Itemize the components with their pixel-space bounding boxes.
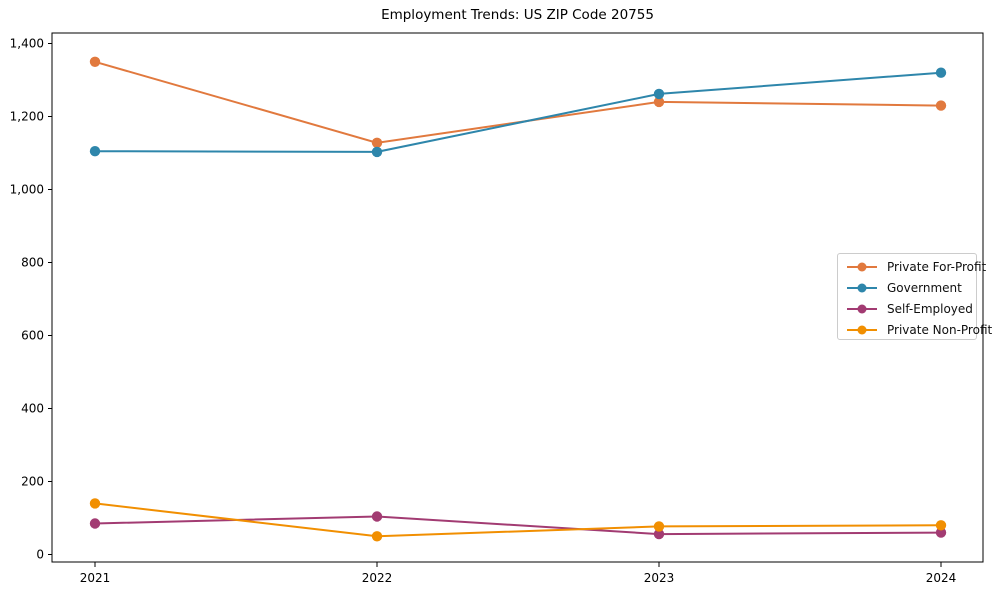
legend-item: Government xyxy=(838,277,976,298)
legend-marker-icon xyxy=(847,262,877,271)
legend-marker-icon xyxy=(847,304,877,313)
legend-item: Private Non-Profit xyxy=(838,319,992,340)
legend-label: Self-Employed xyxy=(887,301,973,316)
y-tick-label: 1,400 xyxy=(10,37,44,51)
series-marker xyxy=(653,96,665,108)
y-tick-label: 600 xyxy=(21,329,44,343)
series-marker xyxy=(89,518,101,529)
series-marker xyxy=(653,528,665,540)
series-marker xyxy=(89,56,101,67)
x-tick-label: 2022 xyxy=(362,571,393,585)
legend: Private For-Profit Government Self-Emplo… xyxy=(837,253,992,340)
series-line xyxy=(94,60,942,144)
chart-title: Employment Trends: US ZIP Code 20755 xyxy=(381,7,654,23)
series-marker xyxy=(935,100,947,111)
series-line xyxy=(94,502,942,538)
legend-label: Private Non-Profit xyxy=(887,322,993,337)
legend-dot xyxy=(857,325,867,334)
y-tick-label: 400 xyxy=(21,402,44,416)
y-tick-label: 200 xyxy=(21,475,44,489)
legend-dot xyxy=(857,283,867,292)
legend-item: Self-Employed xyxy=(838,298,976,319)
legend-marker-icon xyxy=(847,283,877,292)
series-marker xyxy=(371,531,383,542)
x-tick-label: 2021 xyxy=(80,571,111,585)
series-line xyxy=(94,71,942,153)
x-tick-label: 2024 xyxy=(926,571,957,585)
series-marker xyxy=(371,511,383,522)
legend-label: Private For-Profit xyxy=(887,259,987,274)
series-marker xyxy=(89,146,101,157)
legend-dot xyxy=(857,304,867,313)
y-tick-label: 0 xyxy=(36,548,44,562)
series-marker xyxy=(653,521,665,532)
series-marker xyxy=(935,67,947,78)
series-marker xyxy=(89,498,101,509)
series-marker xyxy=(371,137,383,148)
y-tick-label: 800 xyxy=(21,256,44,270)
legend-label: Government xyxy=(887,280,962,295)
axes-frame xyxy=(51,32,984,563)
x-tick-label: 2023 xyxy=(644,571,675,585)
series-marker xyxy=(653,88,665,100)
y-tick-label: 1,000 xyxy=(10,183,44,197)
series-marker xyxy=(935,520,947,531)
legend-marker-icon xyxy=(847,325,877,334)
legend-dot xyxy=(857,262,867,271)
series-marker xyxy=(371,146,383,158)
y-tick-label: 1,200 xyxy=(10,110,44,124)
series-marker xyxy=(935,527,947,538)
legend-item: Private For-Profit xyxy=(838,256,986,277)
